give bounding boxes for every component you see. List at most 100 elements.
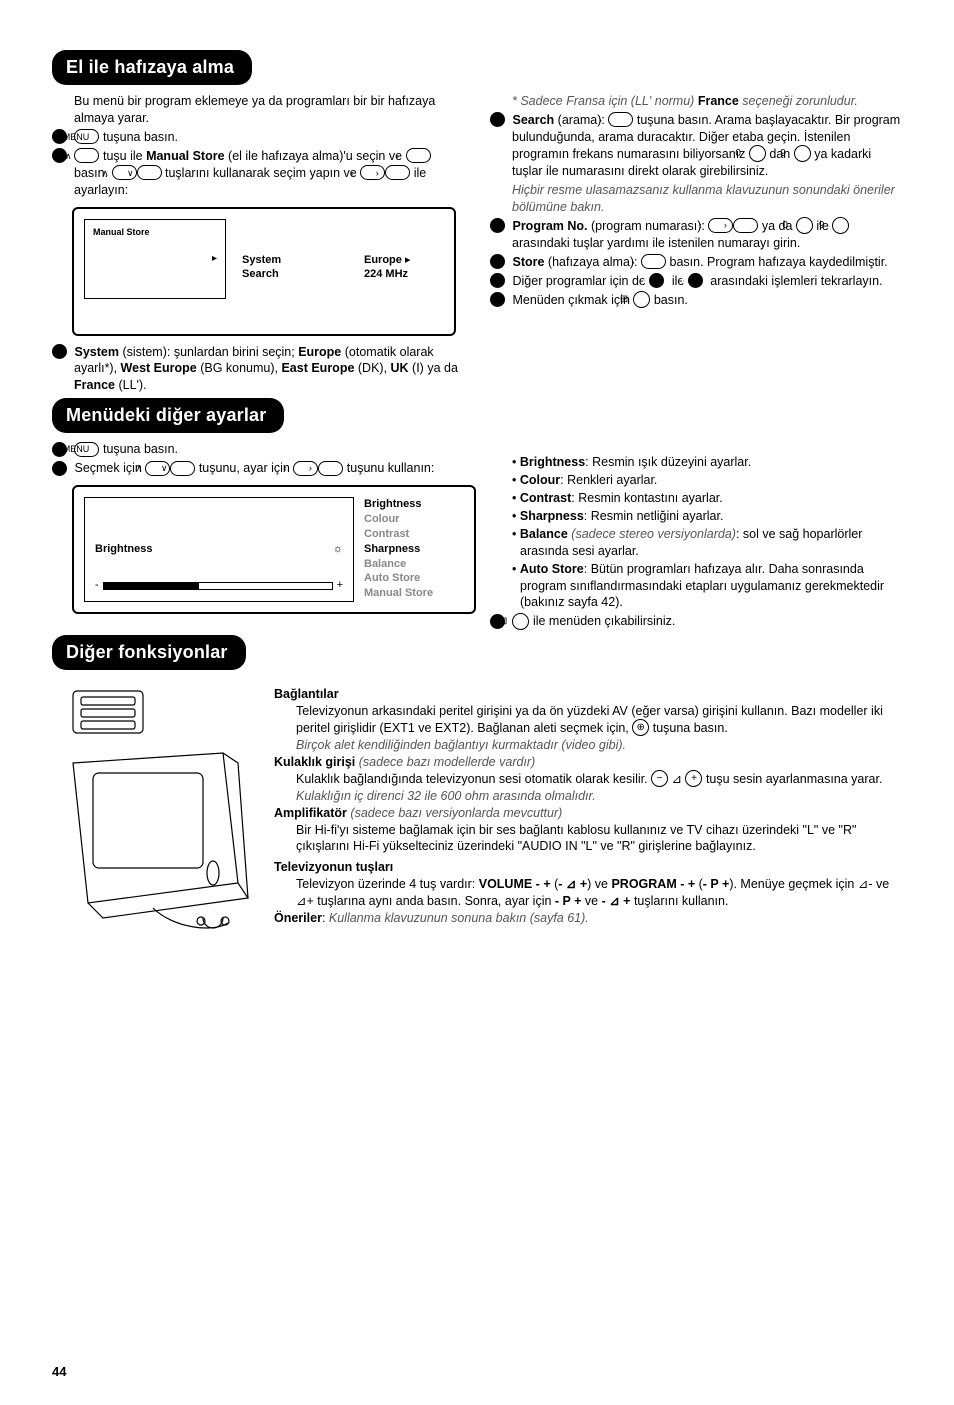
t: UK xyxy=(391,361,409,375)
t: (DK), xyxy=(354,361,390,375)
arrow-icon: ▸ xyxy=(405,254,411,266)
t: Televizyon üzerinde 4 tuş vardır: xyxy=(296,877,479,891)
bullet-5: 5 xyxy=(490,218,505,233)
t: Store xyxy=(512,255,544,269)
up-key-icon: ∧ xyxy=(74,148,99,163)
t: basın. Program hafızaya kaydedilmiştir. xyxy=(666,255,888,269)
t: PROGRAM - + xyxy=(611,877,695,891)
sec3-p2-note: Kulaklığın iç direnci 32 ile 600 ohm ara… xyxy=(274,788,902,805)
minus-key-icon: − xyxy=(651,770,668,787)
t: : Resmin kontastını ayarlar. xyxy=(571,491,722,505)
t: Televizyonun arkasındaki peritel girişin… xyxy=(296,704,883,735)
right-key-icon: › xyxy=(608,112,633,127)
t: (sadece stereo versiyonlarda) xyxy=(568,527,736,541)
t: tuşlarını kullanarak seçim yapın ve xyxy=(162,166,361,180)
t: * Sadece Fransa için (LL' normu) xyxy=(512,94,698,108)
t: seçeneği zorunludur. xyxy=(739,94,858,108)
sec1-step5: 5 Program No. (program numarası): ‹› ya … xyxy=(490,218,902,252)
t: tuşunu kullanın: xyxy=(343,461,434,475)
t: tuşuna basın. xyxy=(103,442,178,456)
sec1-step1-text: tuşuna basın. xyxy=(103,130,178,144)
t: Europe xyxy=(364,254,402,266)
sec3-p3: Bir Hi-fi'yı sisteme bağlamak için bir s… xyxy=(274,822,902,856)
section2-title: Menüdeki diğer ayarlar xyxy=(52,398,284,433)
t: tuşuna basın. xyxy=(649,721,728,735)
sec2-b2: • Colour: Renkleri ayarlar. xyxy=(490,472,902,489)
sec3-h2: Kulaklık girişi (sadece bazı modellerde … xyxy=(274,754,902,771)
sec2-b6: • Auto Store: Bütün programları hafızaya… xyxy=(490,561,902,612)
bullet-6: 6 xyxy=(490,254,505,269)
t: Brightness xyxy=(520,455,585,469)
manual-store-ui: Manual Store ▸ System Search Europe ▸ 22… xyxy=(72,207,456,336)
opt: Manual Store xyxy=(364,586,464,601)
t: Kullanma klavuzunun sonuna bakın (sayfa … xyxy=(329,911,589,925)
t: Amplifikatör xyxy=(274,806,347,820)
t: Europe xyxy=(298,345,341,359)
t: (sadece bazı modellerde vardır) xyxy=(355,755,535,769)
sec3-h4: Televizyonun tuşları xyxy=(274,859,902,876)
right-key-icon: › xyxy=(733,218,758,233)
sec2-step1: 1 MENU tuşuna basın. xyxy=(52,441,464,458)
sec3-p2: Kulaklık bağlandığında televizyonun sesi… xyxy=(274,771,902,788)
t: (sistem): şunlardan birini seçin; xyxy=(119,345,298,359)
page-number: 44 xyxy=(52,1363,66,1381)
t: : Resmin netliğini ayarlar. xyxy=(584,509,724,523)
opt: Brightness xyxy=(364,497,464,512)
t: ya da xyxy=(758,219,796,233)
opt: Auto Store xyxy=(364,571,464,586)
bullet-4: 4 xyxy=(490,112,505,127)
ui-arrow-icon: ▸ xyxy=(212,252,217,266)
t: Öneriler xyxy=(274,911,322,925)
t: basın. xyxy=(650,293,688,307)
sec1-step4: 4 Search (arama): › tuşuna basın. Arama … xyxy=(490,112,902,180)
right-key-icon: › xyxy=(318,461,343,476)
key-9-icon: 9 xyxy=(832,217,849,234)
t: ( xyxy=(695,877,703,891)
plus-key-icon: + xyxy=(685,770,702,787)
t: ). Menüye geçmek için ⊿ xyxy=(729,877,868,891)
t: Diğer programlar için de xyxy=(512,274,649,288)
t: West Europe xyxy=(121,361,197,375)
ui-title: Manual Store xyxy=(93,226,150,238)
settings-ui: Brightness ☼ - + Brightness Colour Contr… xyxy=(72,485,476,614)
t: Sharpness xyxy=(520,509,584,523)
menu-key-icon: MENU xyxy=(74,129,99,144)
t: (hafızaya alma): xyxy=(544,255,641,269)
t: (sadece bazı versiyonlarda mevcuttur) xyxy=(347,806,562,820)
minus-icon: - xyxy=(95,578,99,593)
t: East Europe xyxy=(281,361,354,375)
t: France xyxy=(698,94,739,108)
opt: Colour xyxy=(364,512,464,527)
t: 224 MHz xyxy=(364,268,408,280)
down-key-icon: ∨ xyxy=(170,461,195,476)
sec3-h1: Bağlantılar xyxy=(274,686,902,703)
sec1-note: * Sadece Fransa için (LL' normu) France … xyxy=(490,93,902,110)
sec2-b4: • Sharpness: Resmin netliğini ayarlar. xyxy=(490,508,902,525)
left-key-icon: ‹ xyxy=(360,165,385,180)
left-key-icon: ‹ xyxy=(293,461,318,476)
t: arasındaki işlemleri tekrarlayın. xyxy=(707,274,883,288)
av-key-icon: ⊕ xyxy=(632,719,649,736)
t: Program No. xyxy=(512,219,587,233)
t: (program numarası): xyxy=(588,219,709,233)
t: Menüden çıkmak için xyxy=(512,293,633,307)
bullet-2: 2 xyxy=(52,461,67,476)
sec1-step3: 3 System (sistem): şunlardan birini seçi… xyxy=(52,344,464,395)
t: : Resmin ışık düzeyini ayarlar. xyxy=(585,455,751,469)
sec1-intro: Bu menü bir program eklemeye ya da progr… xyxy=(52,93,464,127)
t: Colour xyxy=(520,473,560,487)
sec1-step4-note: Hiçbir resme ulasamazsanız kullanma klav… xyxy=(490,182,902,216)
t: - P + xyxy=(555,894,582,908)
sec2-step3: 3 ⊞ ile menüden çıkabilirsiniz. xyxy=(490,613,902,630)
ui-options: Brightness Colour Contrast Sharpness Bal… xyxy=(364,497,464,602)
bullet-3: 3 xyxy=(52,344,67,359)
t: Kulaklık bağlandığında televizyonun sesi… xyxy=(296,772,651,786)
t: ) ve xyxy=(587,877,611,891)
t: : Renkleri ayarlar. xyxy=(560,473,657,487)
t: tuşu sesin ayarlanmasına yarar. xyxy=(702,772,882,786)
t: System xyxy=(74,345,118,359)
exit-key-icon: ⊞ xyxy=(633,291,650,308)
sec3-p1: Televizyonun arkasındaki peritel girişin… xyxy=(274,703,902,737)
key-9-icon: 9 xyxy=(794,145,811,162)
sec2-b1: • Brightness: Resmin ışık düzeyini ayarl… xyxy=(490,454,902,471)
